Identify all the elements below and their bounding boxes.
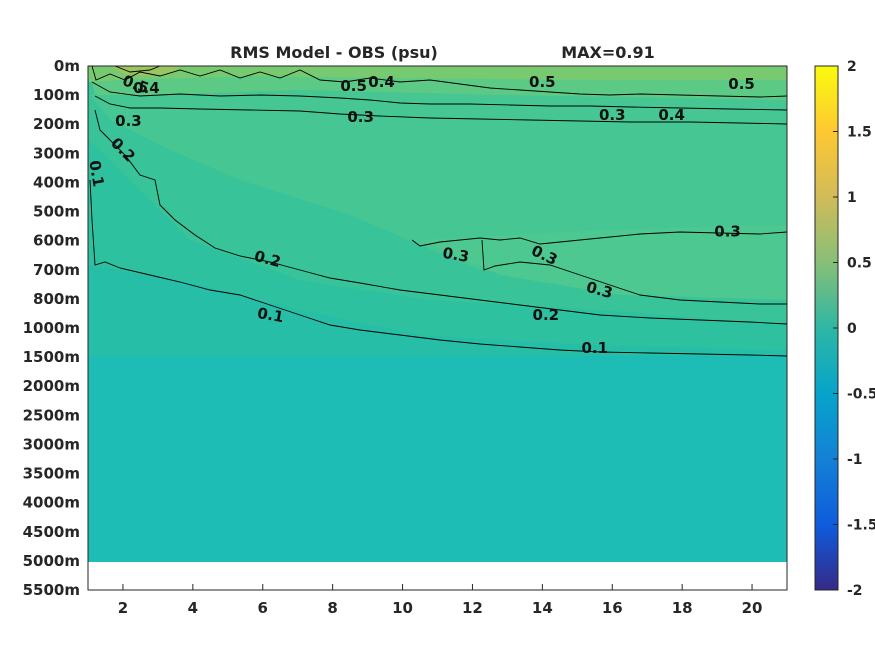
- contour-label-19: 0.1: [581, 339, 608, 357]
- contour-lines: [89, 65, 788, 357]
- y-tick-3500m: 3500m: [23, 465, 80, 483]
- y-tick-800m: 800m: [33, 290, 80, 308]
- y-tick-300m: 300m: [33, 144, 80, 162]
- colorbar-tick-1: 1: [847, 190, 857, 206]
- contour-label-3: 0.5: [340, 77, 367, 95]
- x-tick-4: 4: [188, 599, 198, 617]
- contour-near-top-left: [114, 65, 161, 73]
- contour-0.1: [89, 179, 788, 357]
- contour-0.3-lower-mid: [481, 239, 787, 305]
- x-tick-8: 8: [327, 599, 337, 617]
- contour-label-6: 0.5: [529, 73, 556, 91]
- x-tick-6: 6: [258, 599, 268, 617]
- colorbar-tick-labels: 2 1.5 1 0.5 0 -0.5 -1 -1.5 -2: [833, 59, 875, 599]
- colorbar-tick--2: -2: [847, 583, 863, 599]
- y-tick-500m: 500m: [33, 203, 80, 221]
- contour-label-8: 0.5: [728, 75, 755, 93]
- y-tick-5000m: 5000m: [23, 552, 80, 570]
- y-tick-200m: 200m: [33, 115, 80, 133]
- y-tick-5500m: 5500m: [23, 581, 80, 599]
- y-tick-3000m: 3000m: [23, 435, 80, 453]
- contour-label-5: 0.3: [347, 108, 374, 126]
- y-tick-100m: 100m: [33, 86, 80, 104]
- contour-label-17: 0.2: [533, 306, 560, 324]
- x-tick-14: 14: [532, 599, 553, 617]
- x-tick-12: 12: [462, 599, 483, 617]
- y-tick-2000m: 2000m: [23, 377, 80, 395]
- contour-label-1: 0.4: [133, 79, 160, 97]
- contour-label-2: 0.3: [115, 112, 142, 130]
- x-tick-2: 2: [118, 599, 128, 617]
- colorbar-tick-0.5: 0.5: [847, 256, 872, 272]
- contour-0.5-top: [91, 65, 788, 98]
- contour-0.3-top: [94, 95, 788, 125]
- contour-label-14: 0.3: [714, 223, 741, 241]
- x-tick-16: 16: [602, 599, 623, 617]
- colorbar-tick--1: -1: [847, 452, 863, 468]
- x-tick-20: 20: [742, 599, 763, 617]
- colorbar: [815, 66, 838, 590]
- colorbar-tick-1.5: 1.5: [847, 125, 872, 141]
- colorbar-tick-0: 0: [847, 321, 857, 337]
- contour-label-11: 0.1: [85, 159, 107, 188]
- x-tick-10: 10: [392, 599, 413, 617]
- y-tick-700m: 700m: [33, 261, 80, 279]
- y-tick-4000m: 4000m: [23, 494, 80, 512]
- contour-0.3-upper-mid: [411, 231, 788, 247]
- colorbar-tick-2: 2: [847, 59, 857, 75]
- contour-label-12: 0.3: [441, 244, 470, 266]
- contour-0.2: [94, 109, 788, 325]
- y-tick-1000m: 1000m: [23, 319, 80, 337]
- x-tick-18: 18: [672, 599, 693, 617]
- plot-frame: [87, 65, 788, 591]
- y-tick-4500m: 4500m: [23, 523, 80, 541]
- contour-label-7: 0.4: [658, 106, 685, 124]
- heatmap-field: [88, 66, 787, 590]
- y-tick-2500m: 2500m: [23, 406, 80, 424]
- x-tick-labels: 2 4 6 8 10 12 14 16 18 20: [118, 584, 763, 617]
- y-tick-labels: 0m 100m 200m 300m 400m 500m 600m 700m 800m 1000m 1…: [23, 57, 80, 599]
- y-tick-400m: 400m: [33, 173, 80, 191]
- colorbar-tick--0.5: -0.5: [847, 387, 875, 403]
- contour-0.4-top: [91, 81, 788, 111]
- contour-label-4: 0.4: [368, 73, 395, 91]
- contour-label-18: 0.1: [256, 304, 285, 326]
- chart-title: RMS Model - OBS (psu): [230, 43, 438, 62]
- y-tick-0m: 0m: [54, 57, 80, 75]
- y-tick-1500m: 1500m: [23, 348, 80, 366]
- max-label: MAX=0.91: [561, 43, 655, 62]
- contour-label-9: 0.3: [599, 106, 626, 124]
- y-tick-600m: 600m: [33, 232, 80, 250]
- colorbar-tick--1.5: -1.5: [847, 518, 875, 534]
